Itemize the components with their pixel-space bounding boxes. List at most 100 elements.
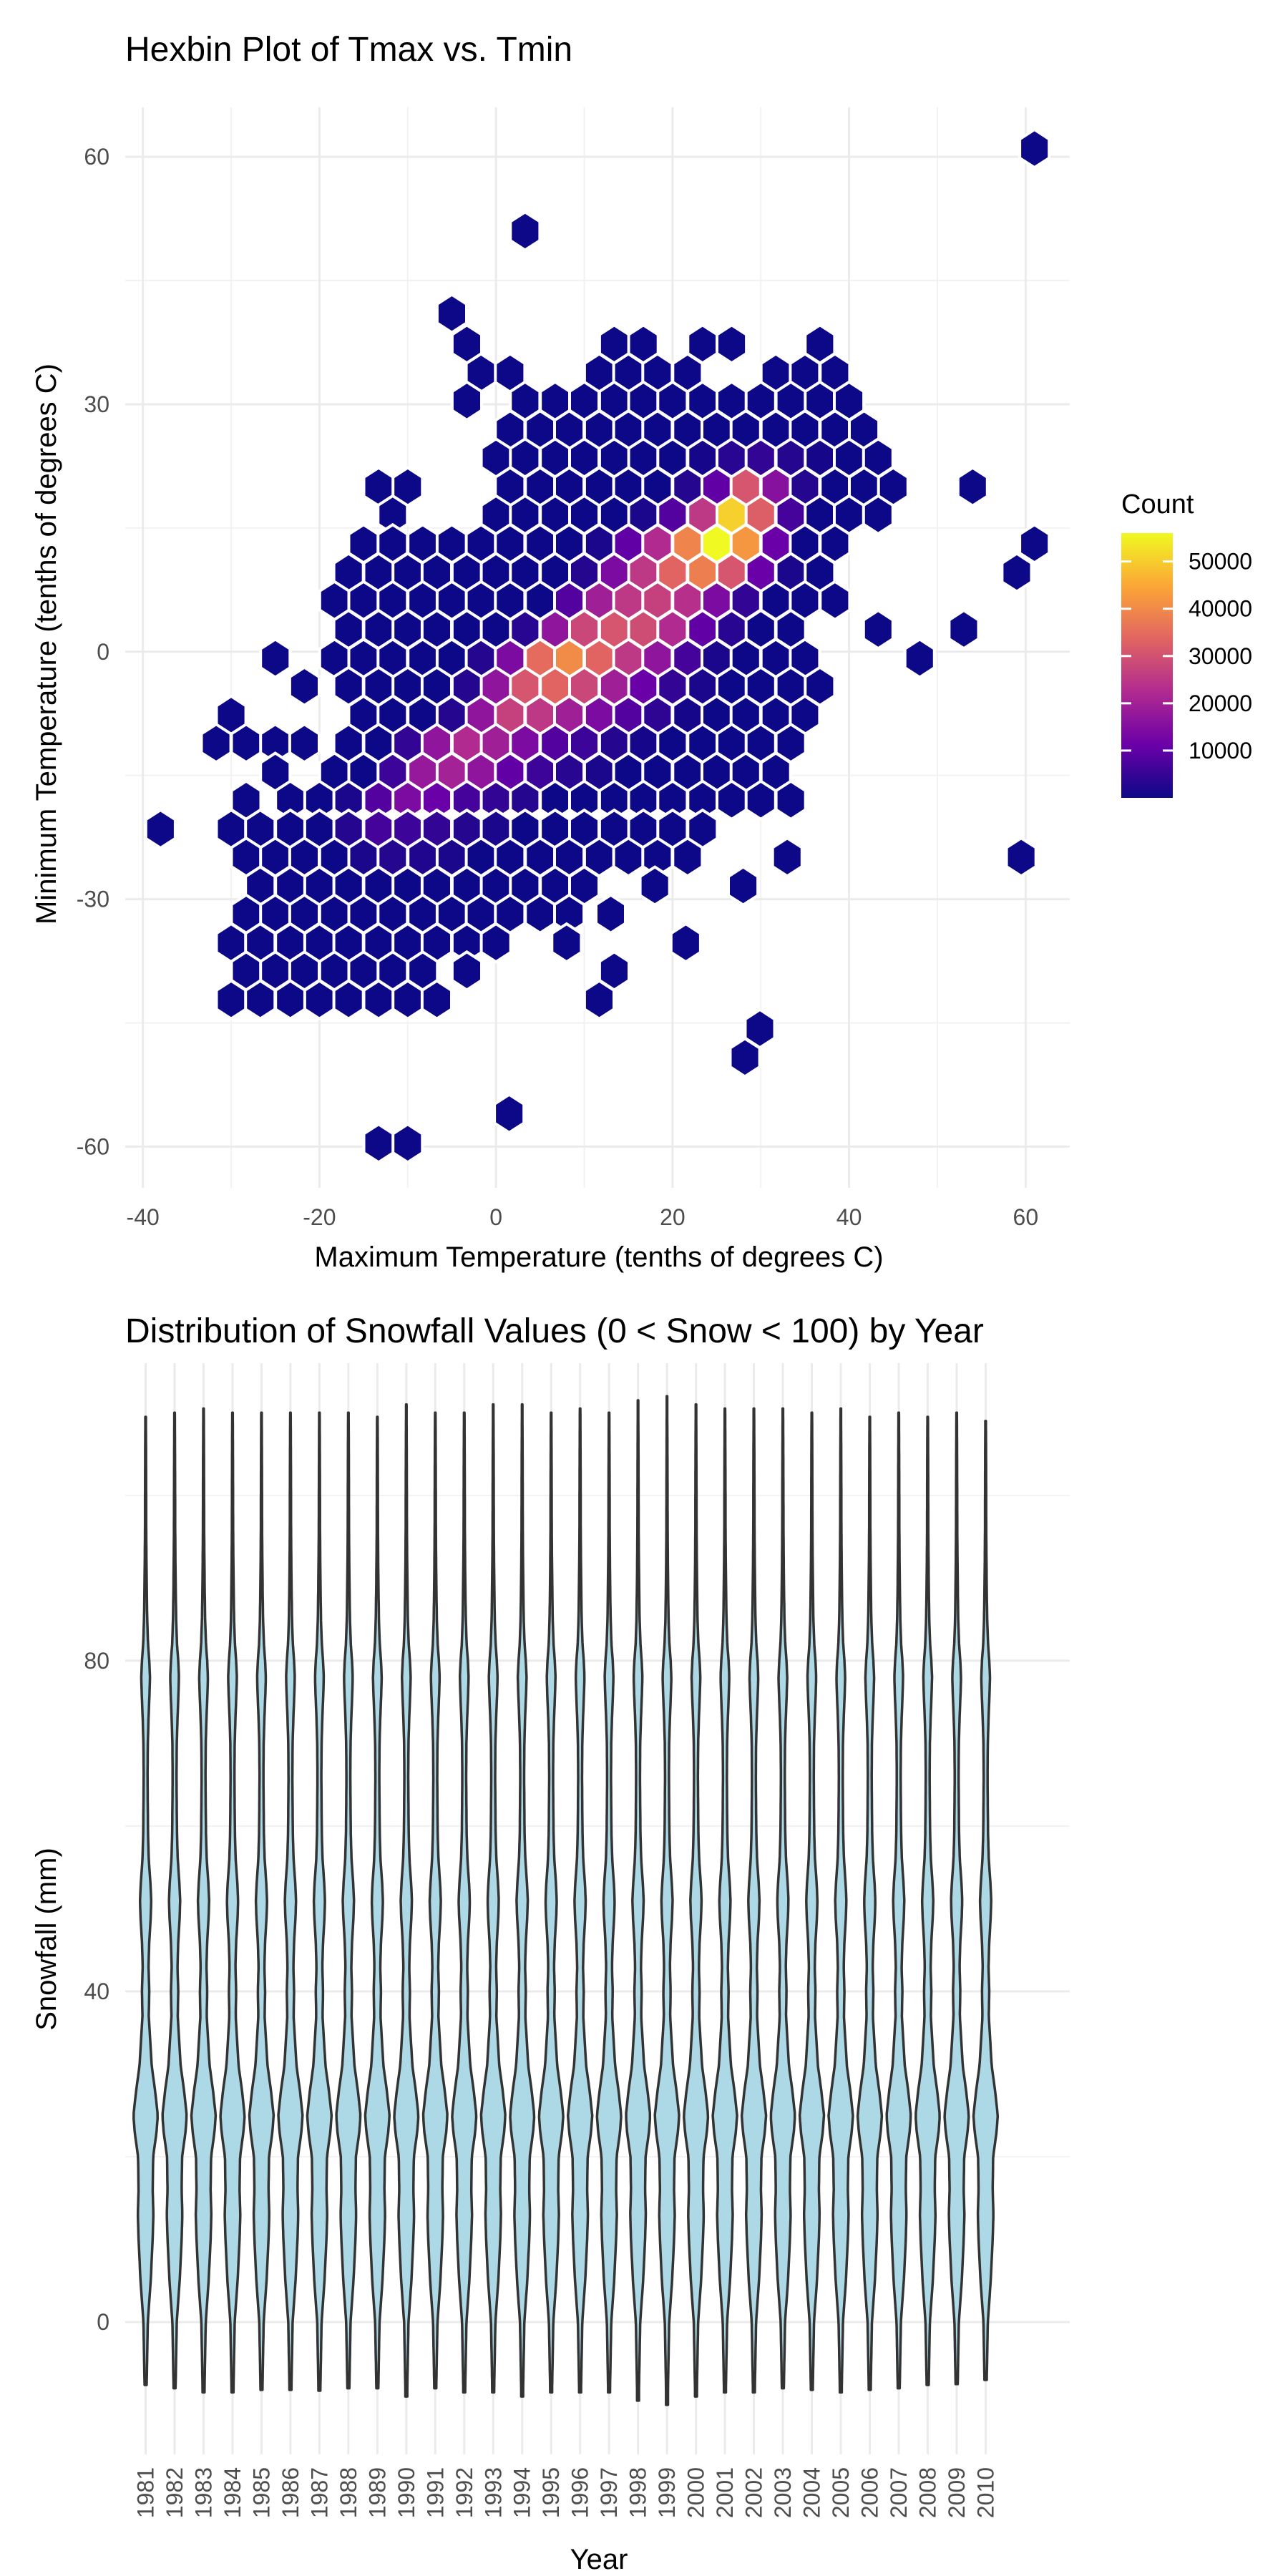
legend-colorbar — [1121, 533, 1173, 798]
hexbin-cell — [479, 922, 512, 964]
violin-shape — [972, 1420, 1000, 2381]
violin-shape — [885, 1411, 912, 2390]
violin-title: Distribution of Snowfall Values (0 < Sno… — [125, 1312, 984, 1350]
hexbin-y-tick-label: -30 — [77, 887, 109, 912]
violin-x-tick-label: 2001 — [712, 2467, 738, 2518]
hexbin-cell — [862, 494, 894, 536]
violin-x-tick-label: 2006 — [857, 2467, 883, 2518]
hexbin-cell — [450, 380, 483, 422]
legend-tick-label: 10000 — [1189, 738, 1252, 763]
hexbin-cell — [1000, 552, 1033, 593]
violin-shape — [943, 1411, 970, 2386]
hexbin-cell — [259, 638, 292, 679]
violin-shape — [509, 1403, 536, 2398]
violin-x-tick-label: 1994 — [509, 2467, 535, 2518]
hexbin-x-axis-title: Maximum Temperature (tenths of degrees C… — [314, 1241, 883, 1273]
violin-x-tick-label: 2008 — [914, 2467, 940, 2518]
violin-shape — [306, 1411, 333, 2392]
hexbin-cell — [638, 865, 671, 907]
hexbin-title: Hexbin Plot of Tmax vs. Tmin — [125, 31, 572, 69]
violin-shape — [653, 1395, 680, 2406]
hexbin-cell — [903, 638, 936, 679]
hexbin-x-tick-label: 20 — [660, 1204, 686, 1230]
violin-shape — [625, 1399, 652, 2402]
violin-shape — [711, 1407, 738, 2394]
violin-shapes — [132, 1395, 1000, 2406]
violin-x-tick-label: 2002 — [741, 2467, 767, 2518]
hexbin-cell — [420, 979, 453, 1021]
hexbin-x-tick-label: -20 — [303, 1204, 336, 1230]
violin-y-tick-label: 0 — [97, 2309, 109, 2335]
hexbin-cell — [215, 979, 248, 1021]
violin-chart: Distribution of Snowfall Values (0 < Sno… — [31, 1312, 1070, 2575]
hexbin-x-tick-labels: -40 -20 0 20 40 60 — [127, 1204, 1039, 1230]
hexbin-cell — [288, 665, 321, 708]
violin-x-tick-label: 2010 — [972, 2467, 998, 2518]
violin-y-axis-title: Snowfall (mm) — [31, 1848, 62, 2031]
violin-x-tick-label: 2007 — [886, 2467, 912, 2518]
violin-x-tick-label: 1995 — [538, 2467, 564, 2518]
violin-x-tick-label: 1993 — [480, 2467, 506, 2518]
hexbin-x-tick-label: -40 — [127, 1204, 160, 1230]
violin-shape — [740, 1407, 768, 2394]
violin-x-tick-label: 1982 — [162, 2467, 187, 2518]
hexbin-cell — [774, 779, 807, 821]
hexbin-cell — [1018, 127, 1051, 170]
violin-shape — [827, 1407, 854, 2394]
violin-x-tick-label: 2004 — [799, 2467, 825, 2518]
hexbin-cell — [144, 808, 177, 850]
violin-x-tick-label: 1986 — [278, 2467, 303, 2518]
hexbin-cell — [612, 836, 645, 878]
violin-shape — [277, 1411, 304, 2391]
violin-x-tick-label: 1983 — [190, 2467, 216, 2518]
violin-shape — [856, 1415, 884, 2391]
violin-shape — [161, 1411, 188, 2390]
hexbin-cell — [274, 979, 307, 1021]
violin-shape — [769, 1407, 796, 2390]
legend-tick-label: 50000 — [1189, 549, 1252, 575]
violin-shape — [914, 1415, 941, 2386]
violin-x-tick-label: 2000 — [683, 2467, 709, 2518]
hexbin-cell — [200, 722, 233, 764]
violin-shape — [595, 1411, 623, 2394]
hexbin-cell — [391, 979, 424, 1021]
hexbin-cell — [669, 922, 702, 964]
hexbin-cell — [595, 893, 627, 935]
hexbin-y-tick-label: 60 — [84, 144, 109, 170]
violin-x-tick-label: 1991 — [422, 2467, 448, 2518]
hexbin-y-axis-title: Minimum Temperature (tenths of degrees C… — [31, 364, 62, 924]
hexbin-x-tick-label: 0 — [489, 1204, 502, 1230]
hexbin-cell — [1005, 836, 1038, 878]
violin-shape — [798, 1411, 826, 2391]
hexbin-cell — [493, 1093, 526, 1135]
hexbin-cell — [391, 1122, 424, 1164]
hexbin-cell — [716, 323, 748, 365]
violin-x-tick-label: 2003 — [770, 2467, 796, 2518]
violin-y-tick-label: 80 — [84, 1648, 109, 1674]
hexbin-cell — [244, 979, 277, 1021]
violin-shape — [132, 1415, 159, 2386]
violin-shape — [421, 1411, 449, 2390]
hexbin-cell — [819, 580, 852, 622]
legend-tick-label: 40000 — [1189, 596, 1252, 622]
hexbin-cell — [956, 466, 989, 508]
violin-shape — [479, 1403, 507, 2394]
hexbin-legend: Count 10000 20000 30000 40000 50000 — [1121, 489, 1252, 798]
violin-x-tick-label: 1984 — [220, 2467, 245, 2518]
violin-x-axis-title: Year — [570, 2544, 628, 2575]
hexbin-cell — [332, 979, 365, 1021]
violin-x-tick-label: 1987 — [306, 2467, 332, 2518]
hexbin-cell — [1018, 522, 1051, 565]
violin-shape — [537, 1411, 565, 2394]
hexbin-y-tick-labels: -60 -30 0 30 60 — [77, 144, 109, 1159]
violin-x-tick-label: 1992 — [452, 2467, 477, 2518]
violin-shape — [248, 1411, 275, 2391]
hexbin-cell — [744, 779, 777, 821]
hexbin-x-tick-label: 40 — [836, 1204, 862, 1230]
violin-x-tick-label: 1997 — [596, 2467, 622, 2518]
hexbin-cell — [435, 293, 468, 335]
hexbin-chart: Hexbin Plot of Tmax vs. Tmin -40 -20 0 20 40… — [31, 31, 1252, 1273]
violin-shape — [190, 1407, 218, 2394]
hexbin-cell — [716, 779, 748, 821]
hexbin-y-tick-label: 30 — [84, 391, 109, 417]
